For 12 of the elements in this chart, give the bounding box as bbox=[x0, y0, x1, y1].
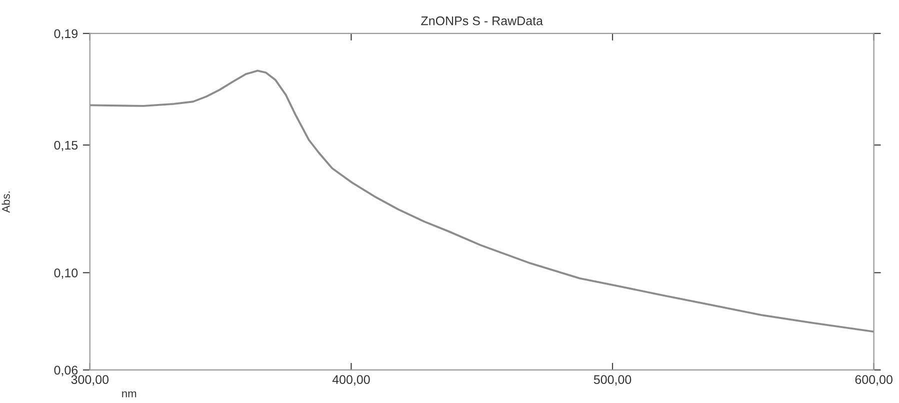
y-tick-label: 0,15 bbox=[54, 140, 78, 152]
chart-title: ZnONPs S - RawData bbox=[421, 16, 543, 26]
y-tick-label: 0,10 bbox=[54, 268, 78, 279]
y-axis-title: Abs. bbox=[2, 192, 10, 213]
y-tick-label: 0,19 bbox=[54, 29, 78, 40]
x-tick-label: 300,00 bbox=[71, 375, 109, 386]
y-tick-label: 0,06 bbox=[54, 366, 78, 376]
x-axis-title: nm bbox=[122, 391, 136, 398]
x-tick-label: 500,00 bbox=[594, 375, 632, 386]
x-tick-label: 600,00 bbox=[855, 375, 892, 386]
x-tick-label: 400,00 bbox=[332, 375, 370, 386]
line-series bbox=[90, 70, 874, 333]
